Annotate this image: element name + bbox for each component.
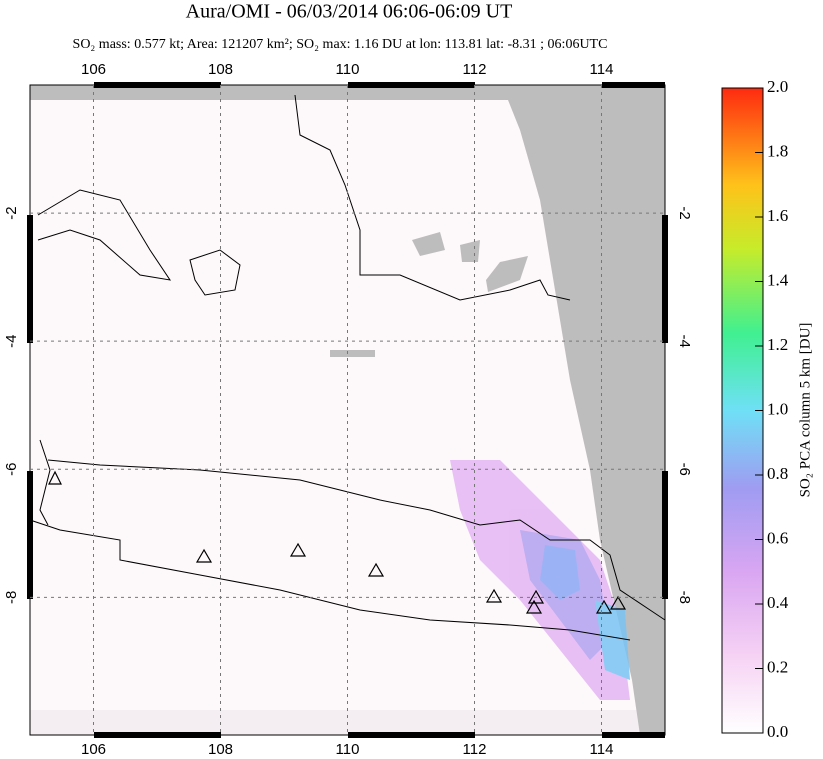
coastline	[29, 94, 666, 641]
no-data	[330, 350, 375, 357]
x-tick-label: 110	[336, 61, 360, 78]
colorbar-tick-label: 0.6	[767, 528, 788, 547]
colorbar-tick-label: 1.0	[767, 399, 788, 418]
x-tick-label: 110	[336, 741, 360, 758]
colorbar-tick-label: 0.8	[767, 464, 788, 483]
no-data	[508, 85, 665, 735]
chart-subtitle: SO₂ mass: 0.577 kt; Area: 121207 km²; SO…	[73, 37, 608, 52]
map	[27, 82, 668, 738]
colorbar-tick-label: 0.2	[767, 657, 788, 676]
plume	[450, 460, 630, 700]
x-tick-label: 106	[81, 61, 106, 78]
y-tick-label: -4	[676, 334, 693, 347]
colorbar-tick-label: 0.0	[767, 722, 788, 741]
x-tick-label: 112	[463, 741, 487, 758]
x-tick-label: 112	[463, 61, 487, 78]
x-tick-label: 108	[208, 61, 233, 78]
y-tick-label: -8	[3, 591, 20, 604]
no-data	[486, 256, 528, 292]
chart-title: Aura/OMI - 06/03/2014 06:06-06:09 UT	[186, 1, 513, 23]
x-tick-label: 114	[590, 61, 614, 78]
y-tick-label: -6	[676, 463, 693, 476]
no-data	[460, 240, 480, 262]
x-tick-label: 106	[81, 741, 106, 758]
y-tick-label: -2	[3, 206, 20, 219]
y-tick-label: -8	[676, 591, 693, 604]
colorbar-tick-label: 1.6	[767, 206, 788, 225]
x-tick-label: 108	[208, 741, 233, 758]
x-tick-label: 114	[590, 741, 614, 758]
y-tick-label: -4	[3, 334, 20, 347]
colorbar-tick-label: 0.4	[767, 593, 789, 612]
colorbar-tick-label: 2.0	[767, 77, 788, 96]
volcanoes	[48, 470, 627, 614]
colorbar-tick-label: 1.2	[767, 335, 788, 354]
y-tick-label: -6	[3, 463, 20, 476]
colorbar-label: SO₂ PCA column 5 km [DU]	[797, 323, 813, 498]
colorbar-tick-label: 1.8	[767, 141, 788, 160]
y-tick-label: -2	[676, 206, 693, 219]
colorbar-tick-label: 1.4	[767, 270, 789, 289]
no-data	[412, 232, 445, 256]
